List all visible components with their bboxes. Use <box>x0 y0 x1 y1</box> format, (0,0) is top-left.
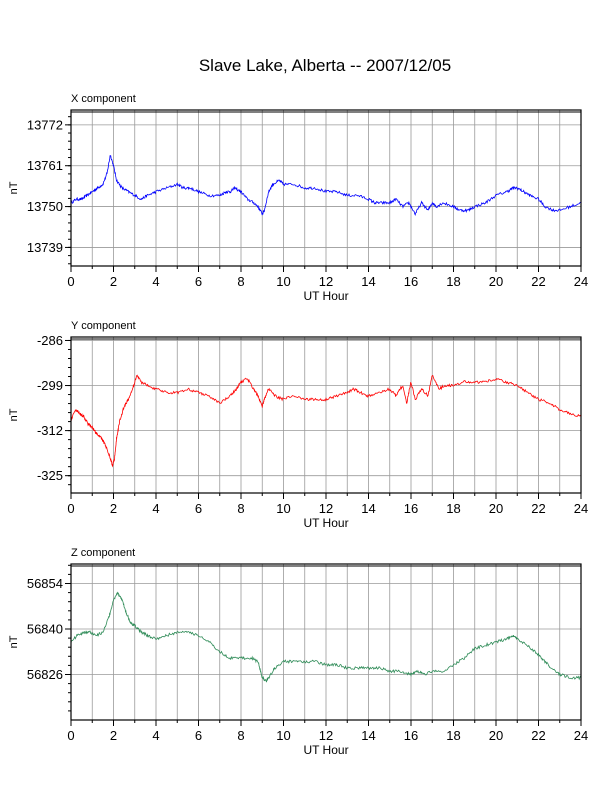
x-tick-label: 6 <box>195 274 202 289</box>
x-tick-label: 14 <box>361 274 375 289</box>
x-tick-label: 10 <box>276 274 290 289</box>
x-tick-label: 20 <box>489 274 503 289</box>
page-title: Slave Lake, Alberta -- 2007/12/05 <box>198 56 452 75</box>
x-tick-label: 14 <box>361 728 375 743</box>
plot-frame <box>70 336 582 494</box>
plot-frame <box>70 563 582 721</box>
y-tick-label: 13761 <box>27 158 63 173</box>
x-tick-label: 4 <box>152 501 159 516</box>
x-tick-label: 14 <box>361 501 375 516</box>
x-tick-label: 22 <box>531 274 545 289</box>
x-tick-label: 8 <box>237 274 244 289</box>
x-tick-label: 20 <box>489 501 503 516</box>
y-tick-label: -299 <box>37 378 63 393</box>
x-tick-label: 24 <box>574 274 588 289</box>
x-tick-label: 0 <box>67 274 74 289</box>
series-line-3 <box>70 591 582 683</box>
x-tick-label: 12 <box>319 501 333 516</box>
x-tick-label: 12 <box>319 274 333 289</box>
x-tick-label: 8 <box>237 501 244 516</box>
x-tick-label: 16 <box>404 274 418 289</box>
y-axis-label: nT <box>8 408 20 421</box>
panel-title: Y component <box>71 320 136 332</box>
y-axis-label: nT <box>8 181 20 194</box>
x-tick-label: 6 <box>195 501 202 516</box>
x-tick-label: 8 <box>237 728 244 743</box>
x-tick-label: 0 <box>67 501 74 516</box>
x-tick-label: 24 <box>574 501 588 516</box>
x-tick-label: 16 <box>404 501 418 516</box>
panel-title: X component <box>71 93 136 105</box>
y-tick-label: 13739 <box>27 240 63 255</box>
x-tick-label: 2 <box>110 274 117 289</box>
x-tick-label: 10 <box>276 501 290 516</box>
y-tick-label: 13772 <box>27 117 63 132</box>
x-tick-label: 4 <box>152 728 159 743</box>
x-axis-label: UT Hour <box>303 289 348 303</box>
x-tick-label: 18 <box>446 501 460 516</box>
x-tick-label: 2 <box>110 501 117 516</box>
y-tick-label: -286 <box>37 333 63 348</box>
x-tick-label: 24 <box>574 728 588 743</box>
panel-title: Z component <box>71 547 135 559</box>
x-axis-label: UT Hour <box>303 516 348 530</box>
y-tick-label: -312 <box>37 423 63 438</box>
y-tick-label: 56854 <box>27 576 63 591</box>
y-tick-label: -325 <box>37 468 63 483</box>
x-tick-label: 18 <box>446 728 460 743</box>
x-tick-label: 22 <box>531 501 545 516</box>
x-tick-label: 10 <box>276 728 290 743</box>
x-tick-label: 22 <box>531 728 545 743</box>
y-tick-label: 56826 <box>27 667 63 682</box>
plot-frame <box>70 109 582 267</box>
series-line-2 <box>70 374 582 468</box>
x-tick-label: 12 <box>319 728 333 743</box>
x-tick-label: 4 <box>152 274 159 289</box>
series-line-1 <box>70 155 582 216</box>
x-tick-label: 0 <box>67 728 74 743</box>
x-tick-label: 16 <box>404 728 418 743</box>
x-tick-label: 6 <box>195 728 202 743</box>
y-tick-label: 56840 <box>27 622 63 637</box>
x-tick-label: 20 <box>489 728 503 743</box>
x-tick-label: 2 <box>110 728 117 743</box>
y-axis-label: nT <box>8 635 20 648</box>
x-tick-label: 18 <box>446 274 460 289</box>
y-tick-label: 13750 <box>27 199 63 214</box>
x-axis-label: UT Hour <box>303 743 348 757</box>
